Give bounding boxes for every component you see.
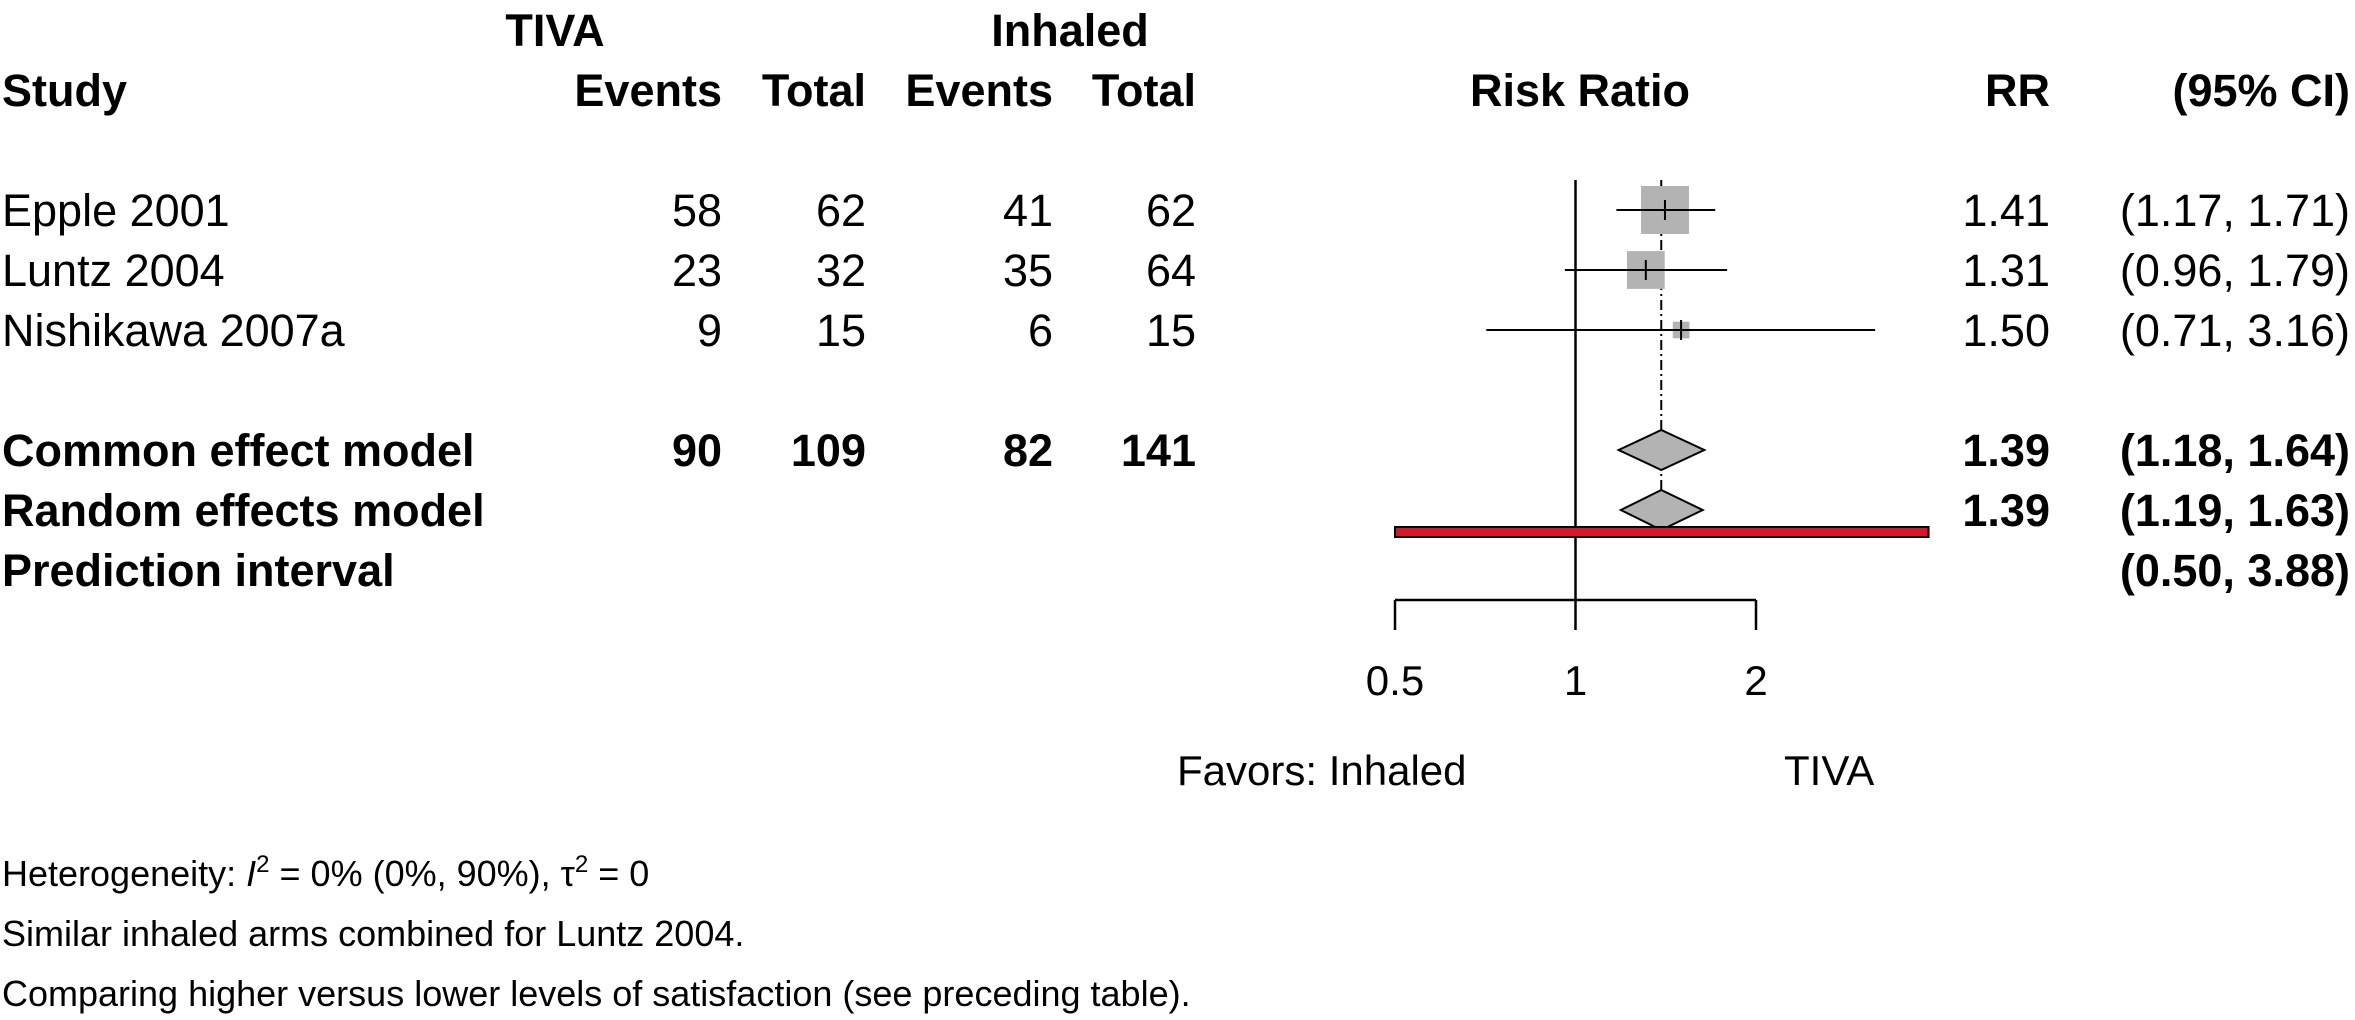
tiva-events: 58 (671, 185, 722, 236)
common-effect-diamond (1616, 428, 1707, 472)
x-tick-label: 1 (1564, 657, 1587, 704)
favors-right-label: TIVA (1784, 747, 1875, 794)
header-tiva-total: Total (761, 65, 866, 116)
random-effects-diamond (1618, 488, 1706, 532)
header-study: Study (2, 65, 128, 116)
inhaled-total-total: 141 (1120, 425, 1196, 476)
inhaled-events-total: 82 (1002, 425, 1053, 476)
header-risk-ratio: Risk Ratio (1469, 65, 1691, 116)
favors-left-label: Favors: Inhaled (1177, 747, 1467, 794)
inhaled-total: 62 (1145, 185, 1196, 236)
inhaled-total: 15 (1145, 305, 1196, 356)
inhaled-events: 6 (1027, 305, 1053, 356)
study-name: Nishikawa 2007a (2, 305, 345, 356)
header-inhaled-total: Total (1091, 65, 1196, 116)
het-sup-tau: 2 (574, 851, 589, 878)
tiva-total: 62 (815, 185, 866, 236)
ci-value: (0.50, 3.88) (2119, 545, 2350, 596)
study-name: Luntz 2004 (2, 245, 225, 296)
rr-value: 1.31 (1962, 245, 2050, 296)
inhaled-events: 41 (1002, 185, 1053, 236)
header-inhaled-events: Events (905, 65, 1053, 116)
tiva-total-total: 109 (790, 425, 866, 476)
rr-value: 1.41 (1962, 185, 2050, 236)
header-tiva: TIVA (505, 5, 605, 56)
heterogeneity-note: Heterogeneity: I2 = 0% (0%, 90%), τ2 = 0 (2, 853, 650, 894)
tiva-total: 32 (815, 245, 866, 296)
het-mid: = 0% (0%, 90%), (269, 853, 561, 894)
rr-value: 1.39 (1962, 485, 2050, 536)
ci-value: (0.96, 1.79) (2119, 245, 2350, 296)
het-prefix: Heterogeneity: (2, 853, 247, 894)
ci-value: (1.18, 1.64) (2119, 425, 2350, 476)
header-rr: RR (1985, 65, 2050, 116)
het-tau: τ (560, 853, 575, 894)
footnote-luntz: Similar inhaled arms combined for Luntz … (2, 913, 745, 954)
rr-value: 1.39 (1962, 425, 2050, 476)
header-ci: (95% CI) (2172, 65, 2350, 116)
prediction-interval-bar (1394, 526, 1930, 538)
study-name: Epple 2001 (2, 185, 230, 236)
het-end: = 0 (588, 853, 650, 894)
tiva-events: 9 (696, 305, 722, 356)
ci-value: (1.19, 1.63) (2119, 485, 2350, 536)
rr-value: 1.50 (1962, 305, 2050, 356)
tiva-total: 15 (815, 305, 866, 356)
tiva-events: 23 (671, 245, 722, 296)
het-sup-i: 2 (256, 851, 270, 878)
inhaled-total: 64 (1145, 245, 1196, 296)
ci-value: (0.71, 3.16) (2119, 305, 2350, 356)
tiva-events-total: 90 (671, 425, 722, 476)
summary-name: Prediction interval (2, 545, 395, 596)
x-tick-label: 2 (1744, 657, 1767, 704)
het-i: I (246, 853, 257, 894)
header-inhaled: Inhaled (991, 5, 1149, 56)
inhaled-events: 35 (1002, 245, 1053, 296)
summary-name: Common effect model (2, 425, 475, 476)
summary-name: Random effects model (2, 485, 485, 536)
header-tiva-events: Events (574, 65, 722, 116)
x-tick-label: 0.5 (1366, 657, 1424, 704)
footnote-satisfaction: Comparing higher versus lower levels of … (2, 973, 1191, 1014)
ci-value: (1.17, 1.71) (2119, 185, 2350, 236)
